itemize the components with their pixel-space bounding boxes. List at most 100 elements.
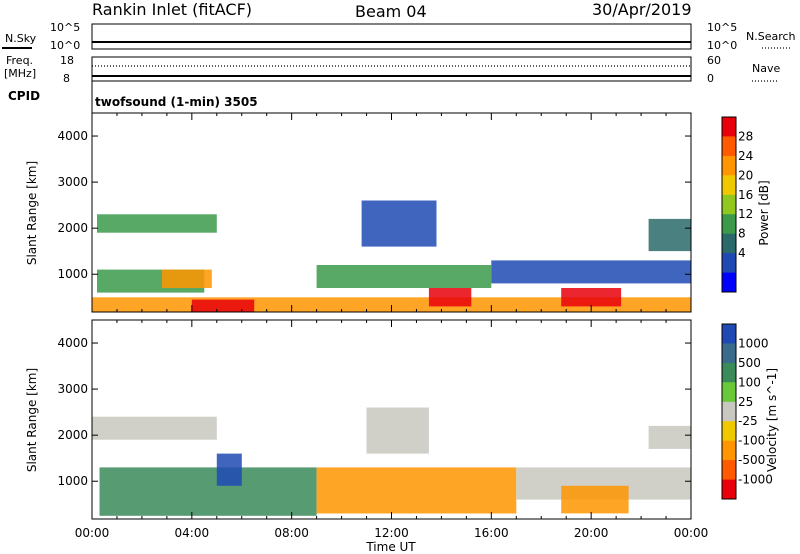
velocity-panel: 1000 2000 3000 4000 Slant Range [km] 1000 50… [25, 319, 779, 520]
freq-left-label-1: Freq. [6, 54, 33, 67]
velocity-colorbar-swatch [722, 401, 736, 422]
velocity-colorbar-swatch [722, 421, 736, 442]
cpid-label: CPID [8, 89, 40, 103]
velocity-colorbar-tick-label: 100 [738, 375, 761, 389]
time-tick-label: 20:00 [574, 526, 609, 540]
velocity-colorbar-tick-label: -25 [738, 414, 758, 428]
velocity-colorbar-swatch [722, 324, 736, 344]
power-colorbar-tick-label: 24 [738, 149, 753, 163]
power-band [97, 214, 217, 233]
power-y-axis: 1000 2000 3000 4000 [57, 129, 691, 281]
power-y-tick-label: 1000 [57, 267, 88, 281]
time-tick-label: 00:00 [75, 526, 110, 540]
power-x-axis [91, 113, 692, 312]
velocity-colorbar-swatch [722, 362, 736, 383]
power-y-tick-label: 3000 [57, 175, 88, 189]
power-band [161, 269, 212, 288]
velocity-y-tick-label: 1000 [57, 474, 88, 488]
velocity-colorbar-tick-label: -100 [738, 434, 765, 448]
noise-right-tick-bottom: 10^0 [707, 39, 737, 52]
time-tick-label: 04:00 [175, 526, 210, 540]
velocity-band [366, 407, 429, 454]
noise-panel: N.Sky 10^5 10^0 10^5 10^0 N.Search [2, 21, 796, 52]
noise-left-tick-bottom: 10^0 [50, 39, 80, 52]
time-tick-labels: 00:00 04:00 08:00 12:00 16:00 20:00 00:00 [75, 526, 709, 540]
power-colorbar-swatch [722, 253, 736, 273]
freq-left-tick-top: 18 [60, 54, 74, 67]
freq-right-tick-top: 60 [707, 54, 721, 67]
power-colorbar: 28 24 20 16 12 8 4 [721, 116, 753, 293]
power-colorbar-tick-label: 4 [738, 246, 746, 260]
velocity-band [92, 416, 217, 440]
velocity-colorbar-label: Velocity [m s^-1] [765, 368, 779, 472]
power-colorbar-swatch [722, 194, 736, 215]
power-band [316, 265, 492, 288]
power-colorbar-tick-label: 20 [738, 168, 753, 182]
power-colorbar-swatch [722, 175, 736, 196]
velocity-heatmap [92, 407, 691, 516]
velocity-y-tick-label: 2000 [57, 428, 88, 442]
freq-left-tick-bottom: 8 [63, 72, 70, 85]
power-band [648, 218, 691, 252]
velocity-band [99, 467, 317, 516]
cpid-value: twofsound (1-min) 3505 [95, 95, 258, 109]
velocity-band [216, 453, 242, 486]
power-colorbar-swatch [722, 155, 736, 176]
power-band [561, 288, 622, 307]
nave-label: Nave [752, 62, 780, 75]
power-colorbar-tick-label: 12 [738, 207, 753, 221]
power-band [428, 288, 472, 307]
noise-left-label: N.Sky [5, 32, 37, 45]
power-band [191, 299, 255, 312]
power-heatmap [92, 200, 691, 312]
velocity-x-axis [91, 320, 692, 519]
station-title: Rankin Inlet (fitACF) [92, 0, 252, 19]
velocity-colorbar-swatch [722, 440, 736, 461]
power-panel: 1000 2000 3000 4000 Slant Range [km] 28 24 20… [25, 112, 771, 313]
velocity-colorbar-swatch [722, 382, 736, 403]
velocity-colorbar-tick-label: 1000 [738, 336, 769, 350]
freq-left-label-2: [MHz] [4, 67, 36, 80]
freq-right-tick-bottom: 0 [707, 72, 714, 85]
time-tick-label: 16:00 [474, 526, 509, 540]
power-colorbar-tick-label: 8 [738, 227, 746, 241]
power-colorbar-swatch [722, 272, 736, 293]
power-colorbar-swatch [722, 214, 736, 235]
velocity-y-label: Slant Range [km] [25, 368, 39, 472]
power-y-tick-label: 2000 [57, 221, 88, 235]
time-tick-label: 08:00 [274, 526, 309, 540]
velocity-y-axis: 1000 2000 3000 4000 [57, 336, 691, 488]
time-tick-label: 12:00 [374, 526, 409, 540]
velocity-colorbar-tick-label: -1000 [738, 473, 773, 487]
velocity-colorbar-swatch [722, 460, 736, 480]
velocity-band [648, 425, 691, 449]
power-colorbar-label: Power [dB] [757, 180, 771, 245]
power-band [491, 260, 691, 284]
velocity-colorbar-tick-label: -500 [738, 453, 765, 467]
power-band [361, 200, 437, 247]
cpid-row: CPID twofsound (1-min) 3505 [8, 81, 258, 113]
power-colorbar-swatch [722, 136, 736, 157]
velocity-band [561, 485, 629, 514]
power-colorbar-tick-label: 16 [738, 188, 753, 202]
beam-title: Beam 04 [355, 2, 427, 21]
time-tick-label: 00:00 [674, 526, 709, 540]
power-colorbar-swatch [722, 117, 736, 137]
noise-left-tick-top: 10^5 [50, 21, 80, 34]
power-colorbar-tick-label: 28 [738, 129, 753, 143]
power-y-tick-label: 4000 [57, 129, 88, 143]
noise-right-label: N.Search [746, 30, 796, 43]
velocity-colorbar-tick-label: 500 [738, 356, 761, 370]
date-title: 30/Apr/2019 [592, 0, 692, 19]
velocity-colorbar-tick-label: 25 [738, 395, 753, 409]
frequency-panel: Freq. [MHz] 18 8 60 0 Nave [4, 54, 780, 85]
velocity-colorbar-swatch [722, 479, 736, 500]
time-axis-label: Time UT [365, 540, 416, 554]
velocity-y-tick-label: 3000 [57, 382, 88, 396]
power-y-label: Slant Range [km] [25, 161, 39, 265]
noise-right-tick-top: 10^5 [707, 21, 737, 34]
velocity-band [316, 467, 517, 514]
velocity-colorbar-swatch [722, 343, 736, 364]
power-colorbar-swatch [722, 233, 736, 254]
